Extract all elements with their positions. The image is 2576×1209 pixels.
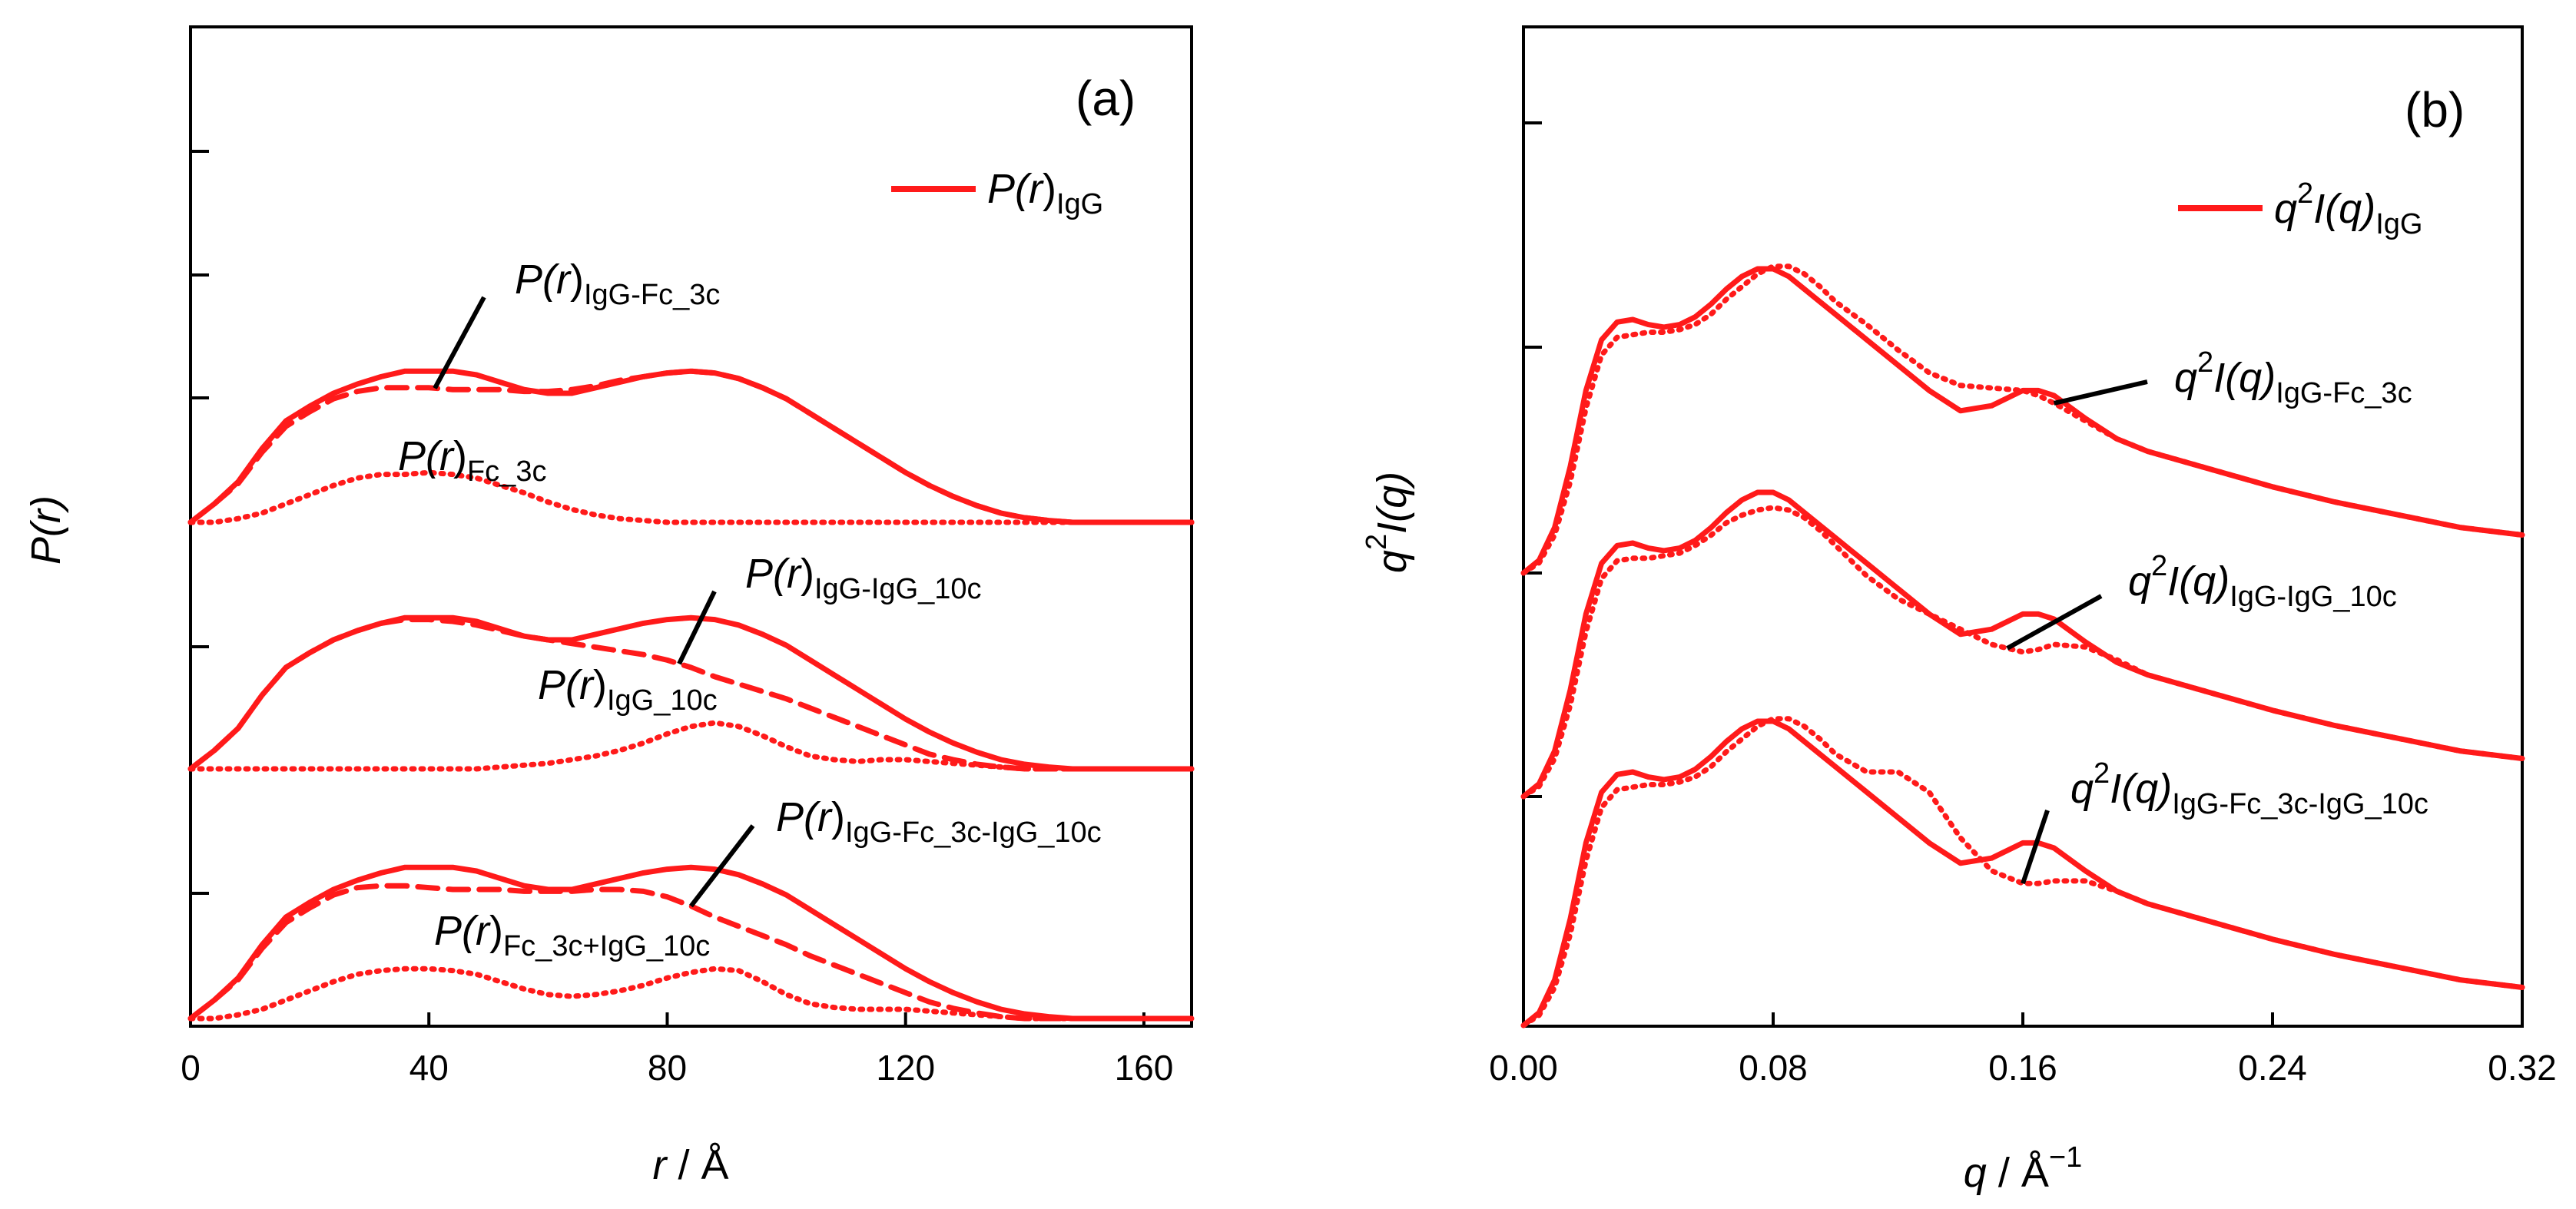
panel-b-annotation-igg-igg-10c: q2I(q)IgG-IgG_10c (2128, 550, 2397, 613)
panel-a-x-tick-label: 120 (876, 1048, 935, 1088)
panel-b-series-igg-solid (1520, 718, 2525, 1028)
panel-a-leaders (433, 296, 755, 908)
panel-a-annotation-leader (433, 296, 486, 389)
panel-a-x-tick-label: 40 (409, 1048, 449, 1088)
panel-a-curves (187, 368, 1195, 1022)
panel-b-series-igg-solid (1520, 489, 2525, 800)
panel-b-label: (b) (2405, 82, 2465, 137)
panel-a-series-igg-fc-3c-dashed (187, 368, 1195, 525)
panel-a-annotation-fc-3c: P(r)Fc_3c (398, 433, 546, 488)
panel-a-annotation-leader (677, 590, 717, 665)
panel-b-annotation-igg-fc-3c-igg-10c: q2I(q)IgG-Fc_3c-IgG_10c (2070, 757, 2428, 820)
panel-b-curves (1520, 263, 2525, 1028)
panel-a-x-axis-title: r / Å (652, 1142, 728, 1188)
panel-b-series-igg-fc-3c-igg-10c-dotted (1520, 716, 2525, 1028)
panel-b-x-tick-label: 0.16 (1988, 1048, 2057, 1088)
panel-b-series-igg-igg-10c-dotted (1520, 505, 2525, 800)
panel-a-x-tick-label: 160 (1115, 1048, 1174, 1088)
panel-a-x-tick-label: 80 (648, 1048, 687, 1088)
panel-b-x-tick-label: 0.24 (2238, 1048, 2307, 1088)
panel-a: 0 40 80 120 160 (a) P(r)IgG P(r)IgG-Fc_3c P(… (23, 25, 1195, 1188)
panel-b-series-igg-fc-3c-dotted (1520, 263, 2525, 576)
panel-a-annotation-fc-3c-igg-10c: P(r)Fc_3c+IgG_10c (434, 908, 710, 962)
panel-b-x-tick-label: 0.08 (1739, 1048, 1808, 1088)
panel-a-x-tick-label: 0 (181, 1048, 201, 1088)
panel-b-series-igg-solid (1520, 266, 2525, 576)
panel-a-label: (a) (1076, 71, 1135, 126)
panel-b-leaders (2006, 379, 2148, 885)
panel-b-x-tick-label: 0.32 (2488, 1048, 2557, 1088)
panel-a-annotation-igg-10c: P(r)IgG_10c (538, 662, 718, 717)
panel-a-series-fc-3c-igg-10c-dotted (187, 966, 1195, 1022)
panel-b-annotation-leader (2021, 810, 2050, 885)
panel-a-series-igg-10c-dotted (187, 720, 1195, 772)
panel-b-x-tick-label: 0.00 (1489, 1048, 1558, 1088)
panel-a-y-axis-title: P(r) (23, 495, 69, 565)
panel-b-annotation-igg-fc-3c: q2I(q)IgG-Fc_3c (2174, 346, 2412, 409)
panel-a-annotation-leader (689, 824, 755, 908)
panel-a-ticks: 0 40 80 120 160 (181, 150, 1174, 1088)
panel-b-legend-text: q2I(q)IgG (2274, 177, 2422, 240)
panel-a-annotation-igg-fc-3c: P(r)IgG-Fc_3c (515, 257, 720, 311)
panel-a-frame (189, 25, 1193, 1028)
panel-b-annotation-leader (2053, 379, 2148, 406)
panel-b-annotation-leader (2006, 594, 2103, 651)
panel-a-legend-text: P(r)IgG (987, 166, 1103, 220)
panel-a-series-fc-3c-dotted (187, 469, 1195, 525)
panel-b-x-axis-title: q / Å−1 (1964, 1141, 2082, 1196)
panel-b-y-axis-title: q2I(q) (1361, 472, 1415, 573)
panel-a-annotation-igg-fc-3c-igg-10c: P(r)IgG-Fc_3c-IgG_10c (776, 794, 1102, 849)
panel-b: 0.00 0.08 0.16 0.24 0.32 (b) q2I(q)IgG q2I(q… (1361, 25, 2557, 1196)
panel-a-annotation-igg-igg-10c: P(r)IgG-IgG_10c (745, 551, 982, 605)
panel-b-ticks: 0.00 0.08 0.16 0.24 0.32 (1489, 121, 2557, 1088)
panel-a-series-igg-solid (187, 864, 1195, 1022)
